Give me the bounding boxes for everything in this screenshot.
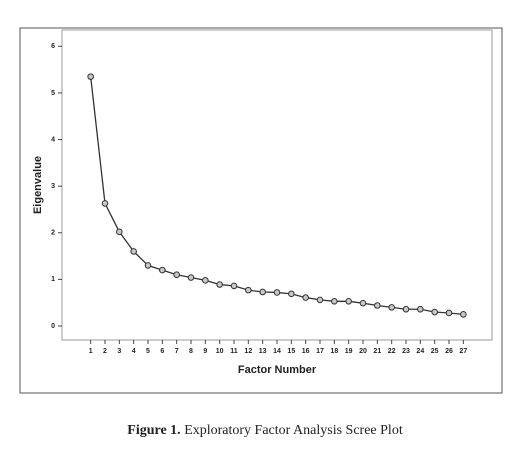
point (316, 296, 324, 304)
point (173, 271, 180, 279)
point (402, 305, 410, 313)
point (101, 200, 109, 207)
x-tick-label: 7 (175, 348, 179, 355)
x-tick-label: 14 (273, 348, 281, 355)
caption-label: Figure 1. (127, 423, 180, 438)
x-tick-label: 17 (316, 348, 324, 355)
x-tick-label: 26 (445, 348, 453, 355)
x-tick-label: 6 (160, 348, 164, 355)
y-tick-label: 4 (51, 136, 55, 143)
y-tick-label: 6 (51, 43, 55, 50)
x-tick-label: 18 (330, 348, 338, 355)
x-tick-label: 12 (244, 348, 252, 355)
point (460, 311, 467, 318)
point (159, 266, 166, 274)
point (302, 294, 309, 301)
point (273, 289, 281, 296)
y-tick-label: 3 (51, 183, 55, 190)
x-tick-label: 24 (416, 348, 424, 355)
x-tick-label: 5 (146, 348, 150, 355)
point (259, 288, 266, 296)
y-axis-title: Eigenvalue (32, 156, 44, 214)
scree-line (90, 76, 464, 316)
point (87, 73, 94, 80)
x-tick-label: 4 (132, 348, 136, 355)
point (187, 274, 195, 281)
point (230, 282, 238, 290)
x-tick-label: 8 (189, 348, 193, 355)
x-tick-label: 19 (345, 348, 353, 355)
y-tick-label: 5 (51, 90, 55, 97)
point (202, 277, 209, 284)
x-tick-label: 11 (230, 348, 238, 355)
y-tick-label: 0 (51, 323, 55, 330)
point (245, 286, 252, 294)
point (359, 299, 367, 307)
point (144, 262, 152, 269)
x-tick-label: 21 (373, 348, 381, 355)
point (288, 290, 295, 298)
x-tick-label: 2 (103, 348, 107, 355)
x-tick-label: 27 (459, 348, 467, 355)
figure-frame (19, 27, 503, 394)
x-tick-label: 25 (431, 348, 439, 355)
x-axis-title: Factor Number (238, 364, 317, 376)
x-tick-label: 15 (287, 348, 295, 355)
point (417, 305, 424, 313)
point (116, 228, 123, 236)
y-tick-label: 1 (51, 276, 55, 283)
x-tick-label: 9 (203, 348, 207, 355)
point (431, 308, 438, 316)
point (216, 281, 223, 288)
x-tick-label: 23 (402, 348, 410, 355)
y-tick-label: 2 (51, 230, 55, 237)
caption: Figure 1. Exploratory Factor Analysis Sc… (127, 423, 403, 438)
x-tick-label: 1 (89, 348, 93, 355)
point (331, 298, 338, 305)
point (130, 248, 137, 255)
x-tick-label: 22 (388, 348, 396, 355)
x-tick-label: 20 (359, 348, 367, 355)
caption-text: Exploratory Factor Analysis Scree Plot (184, 423, 403, 438)
x-tick-label: 10 (216, 348, 224, 355)
point (374, 302, 381, 309)
point (445, 309, 453, 317)
x-tick-label: 13 (259, 348, 267, 355)
x-tick-label: 3 (117, 348, 121, 355)
point (345, 298, 352, 305)
point (388, 304, 395, 311)
x-tick-label: 16 (302, 348, 310, 355)
